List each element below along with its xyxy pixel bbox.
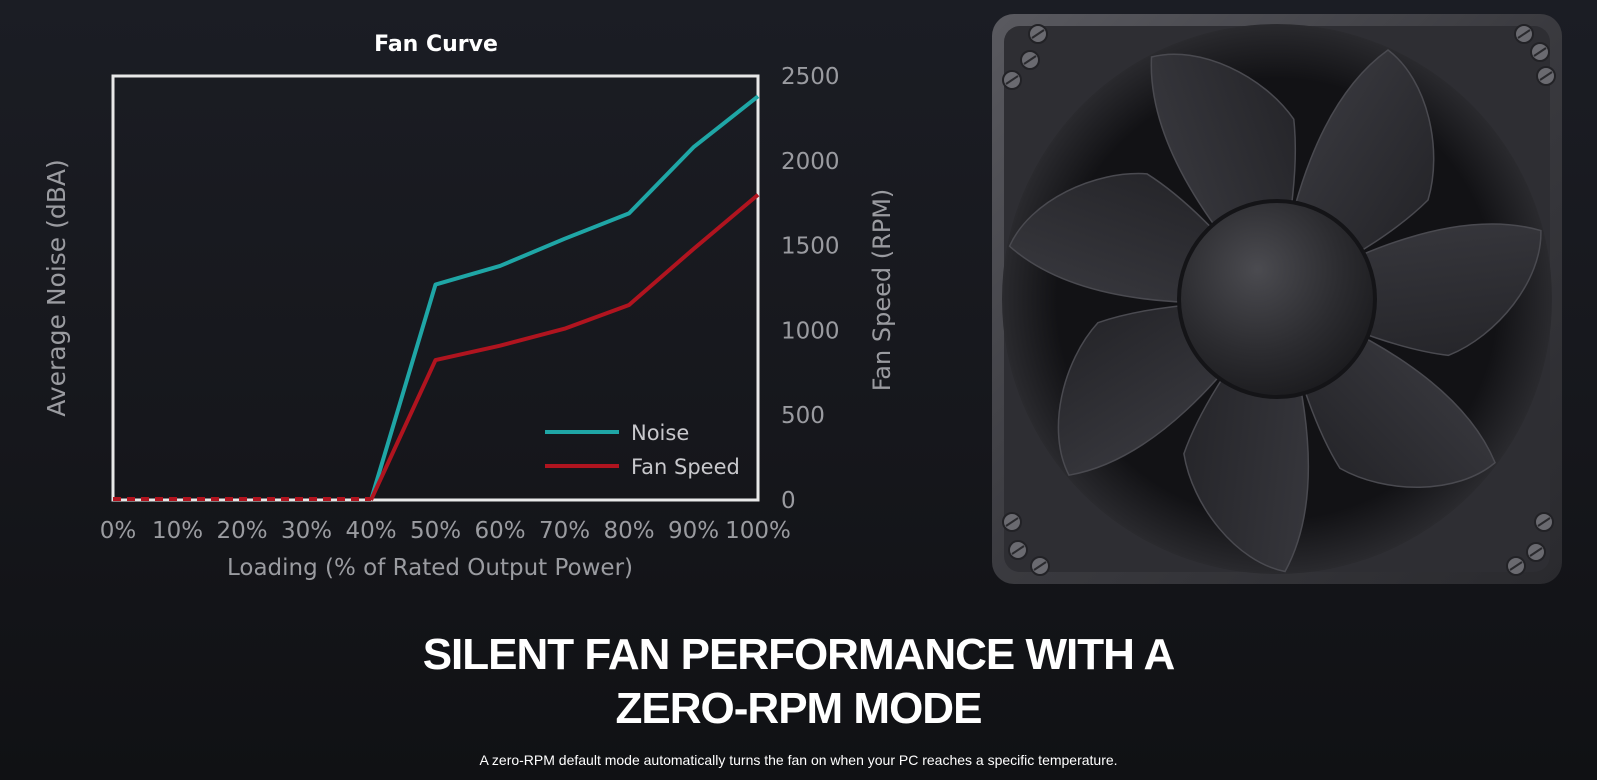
x-tick-label: 0% [100,518,137,544]
fan-blades [1008,49,1542,573]
fan-screw [1514,24,1534,44]
fan-screw [1534,512,1554,532]
plot-area [111,74,760,502]
description-text: A zero-RPM default mode automatically tu… [479,752,1118,768]
x-tick-label: 100% [725,518,791,544]
fan-screw [1002,70,1022,90]
x-tick-labels: 0% 10% 20% 30% 40% 50% 60% 70% 80% 90% 100% [100,518,791,544]
y2-tick-label: 1000 [781,318,840,344]
x-tick-label: 10% [152,518,203,544]
y2-tick-label: 1500 [781,234,840,260]
x-tick-label: 30% [281,518,332,544]
y2-axis-label: Fan Speed (RPM) [868,189,896,392]
fan-curve-chart: Fan Curve 0% 10% 20% 30% 40% 50% 60% 70% 80% 90% 1… [42,32,896,581]
legend-label-fan-speed: Fan Speed [631,455,740,479]
headline-line-2: ZERO-RPM MODE [615,684,983,733]
fan-screw [1526,542,1546,562]
fan-screw [1506,556,1526,576]
fan-hub [1177,199,1377,399]
x-tick-label: 20% [216,518,267,544]
x-tick-label: 90% [668,518,719,544]
legend-label-noise: Noise [631,421,689,445]
y-axis-label: Average Noise (dBA) [42,159,71,417]
fan-screw [1536,66,1556,86]
y2-tick-label: 2000 [781,149,840,175]
x-tick-label: 60% [474,518,525,544]
x-tick-label: 80% [603,518,654,544]
fan-screw [1028,24,1048,44]
x-tick-label: 40% [345,518,396,544]
y2-tick-label: 500 [781,403,825,429]
x-tick-label: 70% [539,518,590,544]
fan-screw [1030,556,1050,576]
x-tick-label: 50% [410,518,461,544]
fan-screw [1020,50,1040,70]
chart-title: Fan Curve [374,32,498,57]
y2-tick-label: 0 [781,488,796,514]
series-lines [113,94,760,501]
fan-image [992,14,1562,584]
headline: SILENT FAN PERFORMANCE WITH A ZERO-RPM M… [0,628,1597,736]
series-line-fan-speed [369,193,760,501]
y2-tick-labels: 0 500 1000 1500 2000 2500 [781,64,840,514]
fan-screw [1002,512,1022,532]
x-axis-label: Loading (% of Rated Output Power) [227,555,633,581]
fan-screw [1008,540,1028,560]
legend: Noise Fan Speed [545,421,740,479]
y2-tick-label: 2500 [781,64,840,90]
headline-line-1: SILENT FAN PERFORMANCE WITH A [422,630,1176,679]
fan-screw [1530,42,1550,62]
series-line-noise [369,94,760,501]
fan-screws [1002,24,1556,576]
